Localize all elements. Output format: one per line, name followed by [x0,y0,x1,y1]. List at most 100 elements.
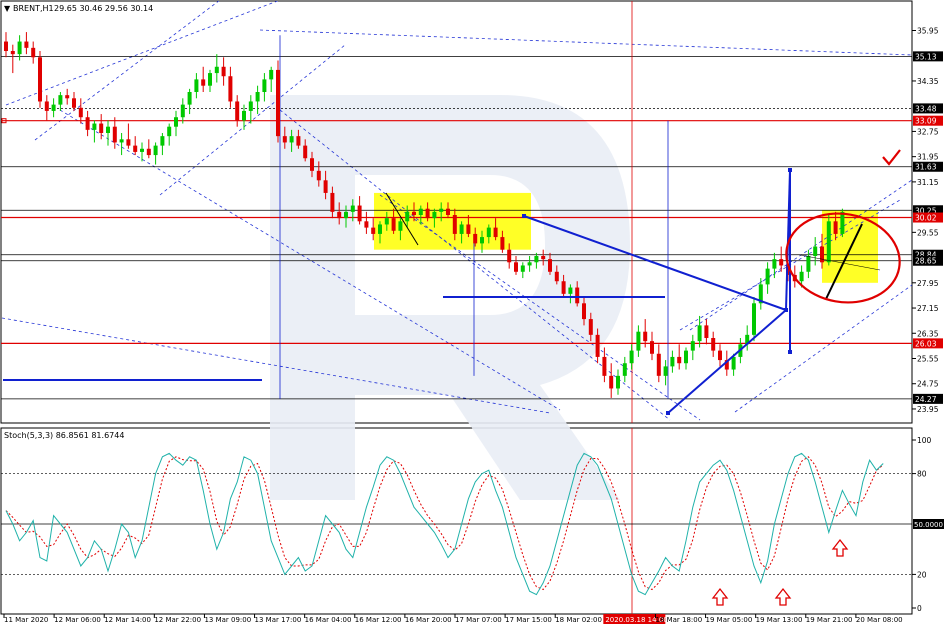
candle-body [731,356,736,370]
candle-body [17,41,22,55]
candle-body [235,101,240,121]
price-level-tag [913,212,943,223]
candle-body [663,366,668,376]
candle-body [473,233,478,244]
xtick-label: 18 Mar 02:00 [555,616,602,624]
stoch-mid-label: 50.0000 [914,521,943,529]
xtick-label: 11 Mar 2020 [4,616,48,624]
ytick-label: 26.35 [917,329,939,338]
candle-body [826,221,831,263]
candle-body [85,117,90,130]
candle-body [248,101,253,111]
candle-body [262,79,267,92]
price-level-tag [913,115,943,126]
candle-body [92,123,97,130]
candle-body [432,211,437,219]
xtick-label: 16 Mar 12:00 [355,616,402,624]
candle-body [187,92,192,105]
candle-body [78,107,83,118]
trend-anchor [788,350,792,354]
candle-body [568,287,573,294]
candle-body [371,227,376,234]
ytick-label: 24.75 [917,380,939,389]
candle-body [214,66,219,74]
price-level-label: 30.25 [915,206,937,215]
candle-body [119,139,124,143]
trend-line [654,262,787,311]
stoch-tick-label: 20 [917,570,927,579]
candle-body [514,262,518,272]
price-level-tag [913,393,943,404]
candle-body [452,215,457,234]
stoch-panel [0,427,913,615]
candle-body [588,319,593,335]
candle-body [140,148,144,152]
candle-body [160,136,165,146]
candle-body [228,76,233,102]
symbol-arrow-icon[interactable]: ▼ [4,4,11,13]
price-level-label: 24.27 [915,395,937,404]
candle-body [806,256,811,272]
candles-group [4,32,845,398]
xtick-label: 12 Mar 06:00 [54,616,101,624]
candle-body [772,259,777,269]
candle-body [208,73,212,86]
channel-line [1,317,551,414]
price-level-label: 26.03 [915,339,937,348]
trend-anchor [522,214,526,218]
xtick-label: 12 Mar 22:00 [154,616,201,624]
xtick-label: 20 Mar 08:00 [856,616,903,624]
candle-body [541,256,546,260]
pattern-line [385,192,419,246]
trend-line [667,309,787,414]
candle-body [711,338,716,351]
candle-body [357,205,362,222]
candle-body [636,331,641,351]
ytick-label: 31.15 [917,178,939,187]
channel-line [259,29,912,56]
candle-body [840,211,845,234]
candle-body [609,375,614,389]
checkmark-icon [882,149,901,166]
candle-body [677,356,682,364]
candle-body [690,341,695,351]
candle-body [398,221,403,231]
channel-line [34,1,220,141]
candle-body [24,41,29,48]
price-level-tag [913,161,943,172]
candle-body [289,136,294,143]
level-anchor [1,118,7,124]
ytick-label: 34.35 [917,77,939,86]
highlight-ellipse [785,212,901,304]
up-arrow-icon [711,587,729,606]
price-level-label: 28.84 [915,251,937,260]
stoch-tick-label: 100 [917,436,932,445]
candle-body [146,148,151,156]
xtick-label: 19 Mar 05:00 [706,616,753,624]
candle-body [724,360,729,370]
candle-body [650,341,654,354]
candle-body [391,218,396,231]
candle-body [602,356,607,376]
candle-body [51,104,56,111]
candle-body [670,356,675,367]
channel-line [379,194,701,421]
candle-body [350,205,355,212]
candle-body [364,221,369,228]
candle-body [799,271,804,282]
stoch-main-line [5,452,884,596]
candle-body [575,287,580,304]
candle-body [439,208,444,212]
candle-body [507,249,512,263]
candle-body [344,211,348,219]
price-level-tag [913,249,943,260]
channel-line [159,44,346,196]
candle-body [493,227,498,238]
candle-body [656,353,661,376]
xtick-label: 19 Mar 13:00 [756,616,803,624]
candle-body [58,95,63,105]
candle-body [303,145,308,159]
candle-body [718,350,722,361]
candle-body [269,69,274,80]
